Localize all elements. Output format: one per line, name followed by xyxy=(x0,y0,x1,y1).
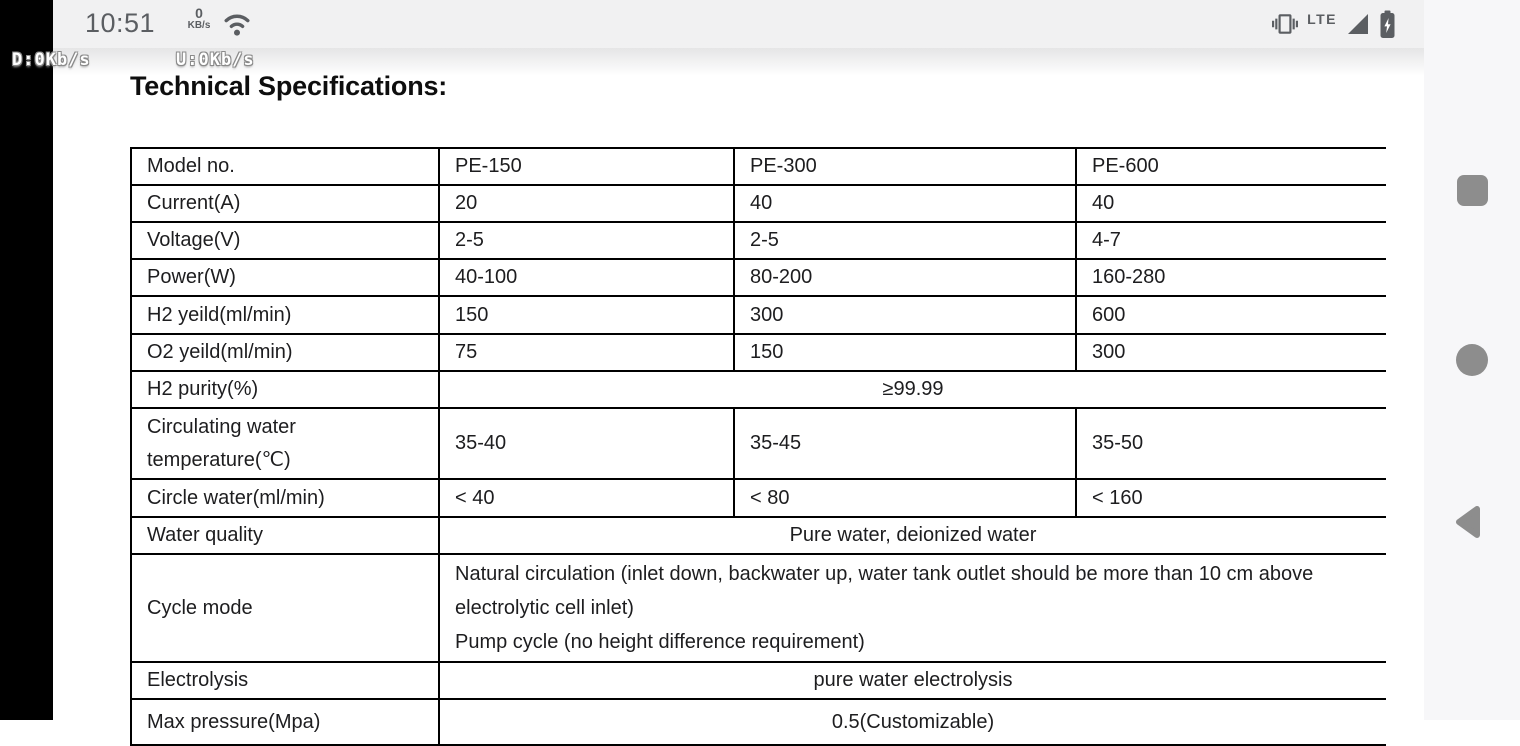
net-speed-unit: KB/s xyxy=(187,19,211,31)
table-row: Power(W) 40-100 80-200 160-280 xyxy=(130,258,1386,297)
row-label: H2 yeild(ml/min) xyxy=(130,295,440,335)
cell: 160-280 xyxy=(1075,258,1386,297)
cell: PE-300 xyxy=(733,147,1077,186)
row-label: Electrolysis xyxy=(130,661,440,700)
cell: 2-5 xyxy=(733,221,1077,260)
table-row: O2 yeild(ml/min) 75 150 300 xyxy=(130,333,1386,372)
cell: < 160 xyxy=(1075,478,1386,518)
network-type-label: LTE xyxy=(1307,11,1337,27)
download-speed-overlay: D:0Kb/s xyxy=(12,50,91,70)
net-speed-value: 0 xyxy=(195,5,203,21)
cell: 600 xyxy=(1075,295,1386,335)
cell: PE-600 xyxy=(1075,147,1386,186)
row-label: Cycle mode xyxy=(130,553,440,663)
row-label: H2 purity(%) xyxy=(130,370,440,409)
wifi-icon xyxy=(221,9,253,39)
span-cell: ≥99.99 xyxy=(438,370,1386,409)
table-row: Max pressure(Mpa) 0.5(Customizable) xyxy=(130,698,1386,746)
cell: < 40 xyxy=(438,478,735,518)
back-button[interactable] xyxy=(1450,502,1490,542)
table-row: Voltage(V) 2-5 2-5 4-7 xyxy=(130,221,1386,260)
table-row: Cycle mode Natural circulation (inlet do… xyxy=(130,553,1386,663)
span-cell: 0.5(Customizable) xyxy=(438,698,1386,746)
recents-button[interactable] xyxy=(1457,175,1488,206)
cell: 40-100 xyxy=(438,258,735,297)
row-label: Voltage(V) xyxy=(130,221,440,260)
cell: 150 xyxy=(733,333,1077,372)
cell: 40 xyxy=(1075,184,1386,223)
cell: 300 xyxy=(733,295,1077,335)
table-row: Electrolysis pure water electrolysis xyxy=(130,661,1386,700)
cell: 300 xyxy=(1075,333,1386,372)
status-bar-shadow xyxy=(53,48,1424,76)
table-row: Current(A) 20 40 40 xyxy=(130,184,1386,223)
status-bar-right-cluster: LTE xyxy=(1272,8,1396,40)
table-row: H2 purity(%) ≥99.99 xyxy=(130,370,1386,409)
row-label: Circle water(ml/min) xyxy=(130,478,440,518)
cell: 4-7 xyxy=(1075,221,1386,260)
spec-table: Model no. PE-150 PE-300 PE-600 Current(A… xyxy=(130,147,1386,746)
table-row: Circle water(ml/min) < 40 < 80 < 160 xyxy=(130,478,1386,518)
span-cell: Pure water, deionized water xyxy=(438,516,1386,555)
row-label: Circulating water temperature(℃) xyxy=(130,407,440,480)
cell: 20 xyxy=(438,184,735,223)
vibrate-icon xyxy=(1272,11,1299,37)
status-bar: 10:51 0 KB/s LTE xyxy=(53,0,1424,48)
table-row: H2 yeild(ml/min) 150 300 600 xyxy=(130,295,1386,335)
cell: 40 xyxy=(733,184,1077,223)
table-row: Circulating water temperature(℃) 35-40 3… xyxy=(130,407,1386,480)
span-cell: Natural circulation (inlet down, backwat… xyxy=(438,553,1386,663)
cell: 35-45 xyxy=(733,407,1077,480)
row-label: Power(W) xyxy=(130,258,440,297)
cell: PE-150 xyxy=(438,147,735,186)
row-label: O2 yeild(ml/min) xyxy=(130,333,440,372)
cell: 150 xyxy=(438,295,735,335)
cell: 2-5 xyxy=(438,221,735,260)
home-button[interactable] xyxy=(1456,344,1488,376)
battery-charging-icon xyxy=(1379,10,1396,39)
row-label: Model no. xyxy=(130,147,440,186)
span-cell: pure water electrolysis xyxy=(438,661,1386,700)
table-row: Water quality Pure water, deionized wate… xyxy=(130,516,1386,555)
table-row: Model no. PE-150 PE-300 PE-600 xyxy=(130,147,1386,186)
left-black-bar xyxy=(0,0,53,720)
row-label: Current(A) xyxy=(130,184,440,223)
cell: 35-50 xyxy=(1075,407,1386,480)
net-speed-indicator: 0 KB/s xyxy=(171,6,227,31)
page-title: Technical Specifications: xyxy=(130,71,448,101)
cell: 75 xyxy=(438,333,735,372)
cell: < 80 xyxy=(733,478,1077,518)
upload-speed-overlay: U:0Kb/s xyxy=(176,50,255,70)
signal-strength-icon xyxy=(1346,12,1370,36)
cell: 35-40 xyxy=(438,407,735,480)
status-clock: 10:51 xyxy=(85,8,156,38)
row-label: Max pressure(Mpa) xyxy=(130,698,440,746)
row-label: Water quality xyxy=(130,516,440,555)
cell: 80-200 xyxy=(733,258,1077,297)
